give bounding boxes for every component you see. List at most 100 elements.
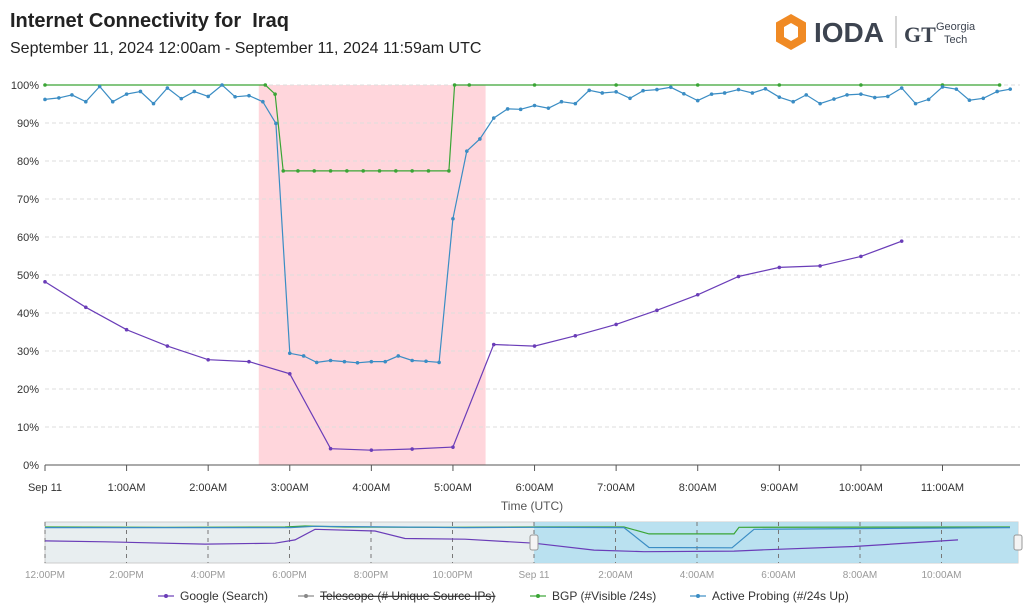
data-point-probing[interactable] <box>451 216 455 221</box>
data-point-bgp[interactable] <box>263 83 268 87</box>
data-point-probing[interactable] <box>314 360 319 365</box>
data-point-probing[interactable] <box>818 101 822 106</box>
data-point-probing[interactable] <box>355 360 360 365</box>
data-point-probing[interactable] <box>301 354 306 358</box>
data-point-probing[interactable] <box>791 99 795 104</box>
legend-item-probing[interactable]: Active Probing (#/24s Up) <box>690 589 849 603</box>
data-point-probing[interactable] <box>587 88 592 93</box>
data-point-probing[interactable] <box>179 96 184 101</box>
data-point-bgp[interactable] <box>377 169 382 173</box>
data-point-google[interactable] <box>777 265 782 270</box>
data-point-probing[interactable] <box>138 89 143 94</box>
data-point-probing[interactable] <box>233 94 237 99</box>
data-point-probing[interactable] <box>518 107 523 112</box>
data-point-bgp[interactable] <box>447 169 451 173</box>
data-point-probing[interactable] <box>954 87 959 91</box>
data-point-probing[interactable] <box>383 359 388 364</box>
data-point-probing[interactable] <box>410 358 414 363</box>
data-point-probing[interactable] <box>695 98 700 103</box>
data-point-probing[interactable] <box>491 116 496 120</box>
data-point-probing[interactable] <box>437 360 441 365</box>
data-point-bgp[interactable] <box>614 83 618 87</box>
data-point-probing[interactable] <box>614 90 618 94</box>
data-point-google[interactable] <box>369 448 374 452</box>
data-point-bgp[interactable] <box>328 169 333 173</box>
data-point-probing[interactable] <box>940 85 945 89</box>
series-line-google[interactable] <box>44 240 902 451</box>
data-point-google[interactable] <box>655 308 659 313</box>
data-point-probing[interactable] <box>777 95 782 99</box>
data-point-google[interactable] <box>818 264 822 268</box>
data-point-probing[interactable] <box>1008 87 1013 91</box>
data-point-google[interactable] <box>614 322 618 327</box>
data-point-google[interactable] <box>165 344 170 348</box>
data-point-probing[interactable] <box>872 95 877 100</box>
data-point-probing[interactable] <box>505 107 510 111</box>
data-point-probing[interactable] <box>641 88 645 93</box>
data-point-google[interactable] <box>695 292 700 297</box>
series-layer[interactable] <box>43 83 1013 452</box>
data-point-bgp[interactable] <box>532 83 537 87</box>
data-point-probing[interactable] <box>600 91 605 95</box>
data-point-probing[interactable] <box>124 92 129 96</box>
data-point-probing[interactable] <box>57 96 61 100</box>
data-point-bgp[interactable] <box>410 169 414 173</box>
data-point-probing[interactable] <box>546 106 551 110</box>
data-point-probing[interactable] <box>369 359 374 364</box>
data-point-probing[interactable] <box>396 354 401 358</box>
data-point-bgp[interactable] <box>394 169 398 173</box>
data-point-google[interactable] <box>83 305 88 310</box>
data-point-probing[interactable] <box>559 99 564 104</box>
data-point-probing[interactable] <box>722 91 727 95</box>
data-point-bgp[interactable] <box>695 83 700 87</box>
data-point-bgp[interactable] <box>43 83 47 87</box>
data-point-bgp[interactable] <box>426 169 431 173</box>
data-point-probing[interactable] <box>287 351 292 356</box>
data-point-probing[interactable] <box>709 92 714 96</box>
data-point-probing[interactable] <box>151 101 156 106</box>
data-point-google[interactable] <box>899 239 904 243</box>
data-point-probing[interactable] <box>736 87 741 92</box>
navigator-left-handle[interactable] <box>529 534 539 551</box>
data-point-probing[interactable] <box>926 97 931 102</box>
data-point-probing[interactable] <box>83 99 88 104</box>
legend-item-bgp[interactable]: BGP (#Visible /24s) <box>530 589 656 603</box>
data-point-probing[interactable] <box>478 137 482 141</box>
data-point-probing[interactable] <box>845 93 849 97</box>
data-point-probing[interactable] <box>532 103 537 108</box>
data-point-bgp[interactable] <box>361 169 366 173</box>
data-point-probing[interactable] <box>886 94 890 99</box>
data-point-probing[interactable] <box>192 89 197 94</box>
data-point-google[interactable] <box>124 327 129 332</box>
data-point-probing[interactable] <box>342 359 347 364</box>
data-point-google[interactable] <box>43 280 47 284</box>
data-point-probing[interactable] <box>165 86 170 90</box>
data-point-bgp[interactable] <box>997 83 1002 87</box>
data-point-probing[interactable] <box>804 93 809 97</box>
data-point-bgp[interactable] <box>281 169 286 173</box>
data-point-bgp[interactable] <box>467 83 472 87</box>
data-point-probing[interactable] <box>247 93 251 98</box>
data-point-probing[interactable] <box>655 87 659 92</box>
data-point-bgp[interactable] <box>273 92 277 96</box>
data-point-google[interactable] <box>532 344 537 348</box>
data-point-probing[interactable] <box>43 97 47 102</box>
series-line-probing[interactable] <box>44 84 1011 364</box>
data-point-bgp[interactable] <box>312 169 317 173</box>
data-point-probing[interactable] <box>967 98 972 102</box>
data-point-google[interactable] <box>328 446 333 451</box>
data-point-probing[interactable] <box>628 96 632 101</box>
data-point-probing[interactable] <box>70 93 74 97</box>
data-point-probing[interactable] <box>981 96 986 101</box>
data-point-google[interactable] <box>206 357 210 362</box>
data-point-probing[interactable] <box>97 84 102 89</box>
data-point-probing[interactable] <box>261 99 265 104</box>
data-point-google[interactable] <box>451 445 455 449</box>
data-point-google[interactable] <box>859 254 863 259</box>
data-point-probing[interactable] <box>682 91 686 96</box>
data-point-bgp[interactable] <box>452 83 457 87</box>
data-point-probing[interactable] <box>274 121 278 126</box>
data-point-probing[interactable] <box>465 149 469 153</box>
data-point-probing[interactable] <box>913 101 918 106</box>
